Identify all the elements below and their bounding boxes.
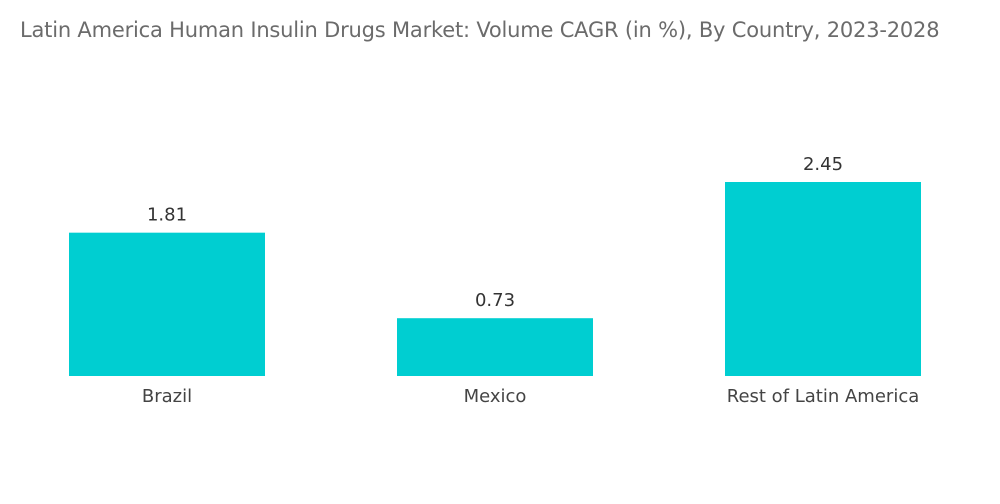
chart-title: Latin America Human Insulin Drugs Market…	[20, 18, 940, 42]
value-label-rest-of-latin-america: 2.45	[803, 154, 843, 175]
category-label-mexico: Mexico	[464, 386, 527, 407]
bar-mexico	[397, 318, 593, 376]
labels-layer: 1.81 Brazil 0.73 Mexico 2.45 Rest of Latin Am…	[142, 154, 919, 407]
bars-layer	[69, 182, 921, 376]
bar-rest-of-latin-america	[725, 182, 921, 376]
value-label-mexico: 0.73	[475, 290, 515, 311]
category-label-rest-of-latin-america: Rest of Latin America	[727, 386, 920, 407]
value-label-brazil: 1.81	[147, 205, 187, 226]
category-label-brazil: Brazil	[142, 386, 192, 407]
bar-brazil	[69, 232, 265, 376]
